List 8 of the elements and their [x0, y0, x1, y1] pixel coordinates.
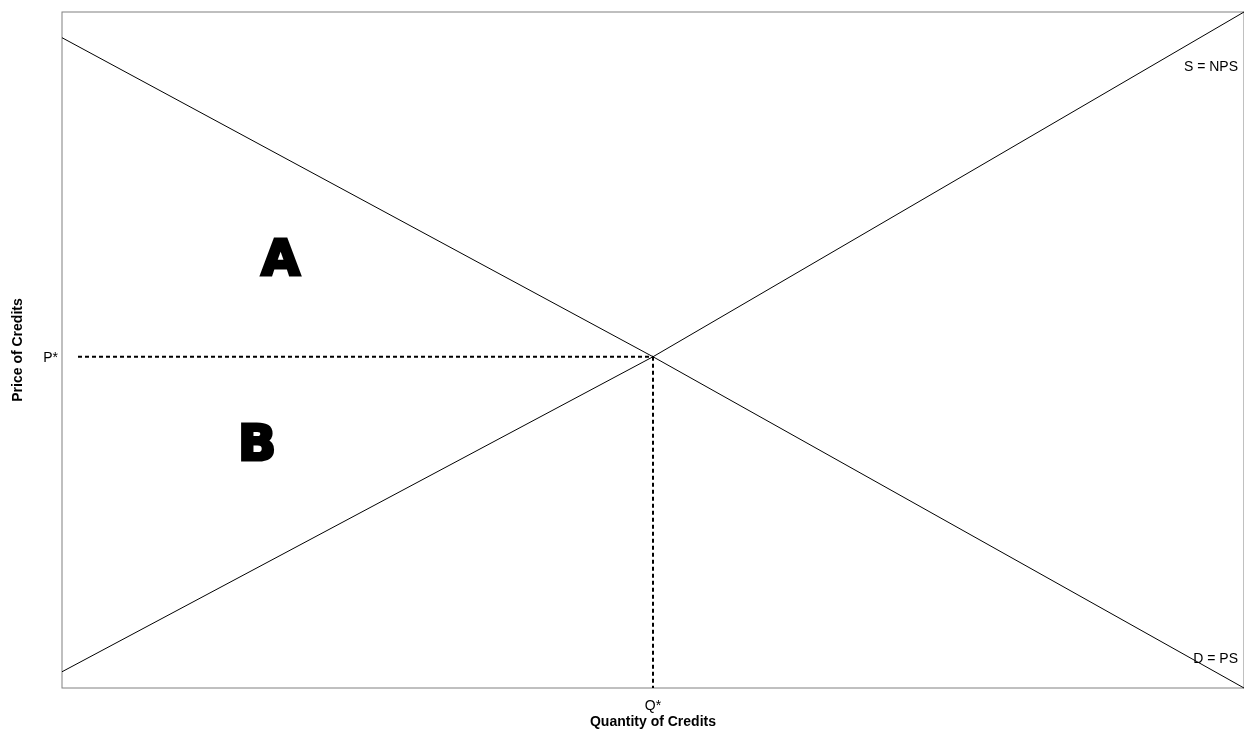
annotation: B [237, 414, 277, 473]
x-axis-title: Quantity of Credits [589, 713, 717, 729]
ref-line-label: P* [43, 348, 59, 365]
series-label: S = NPS [1183, 57, 1238, 74]
text: Q* [644, 697, 662, 713]
annotation: A [261, 229, 301, 288]
y-axis-title: Price of Credits [9, 298, 25, 402]
series-label: D = PS [1193, 649, 1238, 666]
